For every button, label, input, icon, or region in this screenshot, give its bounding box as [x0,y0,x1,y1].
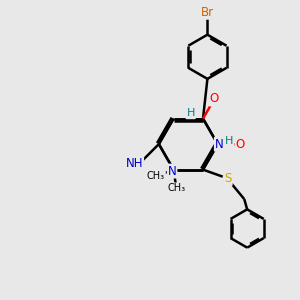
Text: O: O [236,138,245,151]
Text: H: H [225,136,233,146]
Text: H: H [186,108,195,118]
Text: NH: NH [126,157,143,170]
Text: Br: Br [201,5,214,19]
Text: N: N [215,138,224,151]
Text: N: N [168,165,176,178]
Text: CH₃: CH₃ [167,183,185,193]
Text: CH₃: CH₃ [147,172,165,182]
Text: O: O [210,92,219,106]
Text: S: S [224,172,232,185]
